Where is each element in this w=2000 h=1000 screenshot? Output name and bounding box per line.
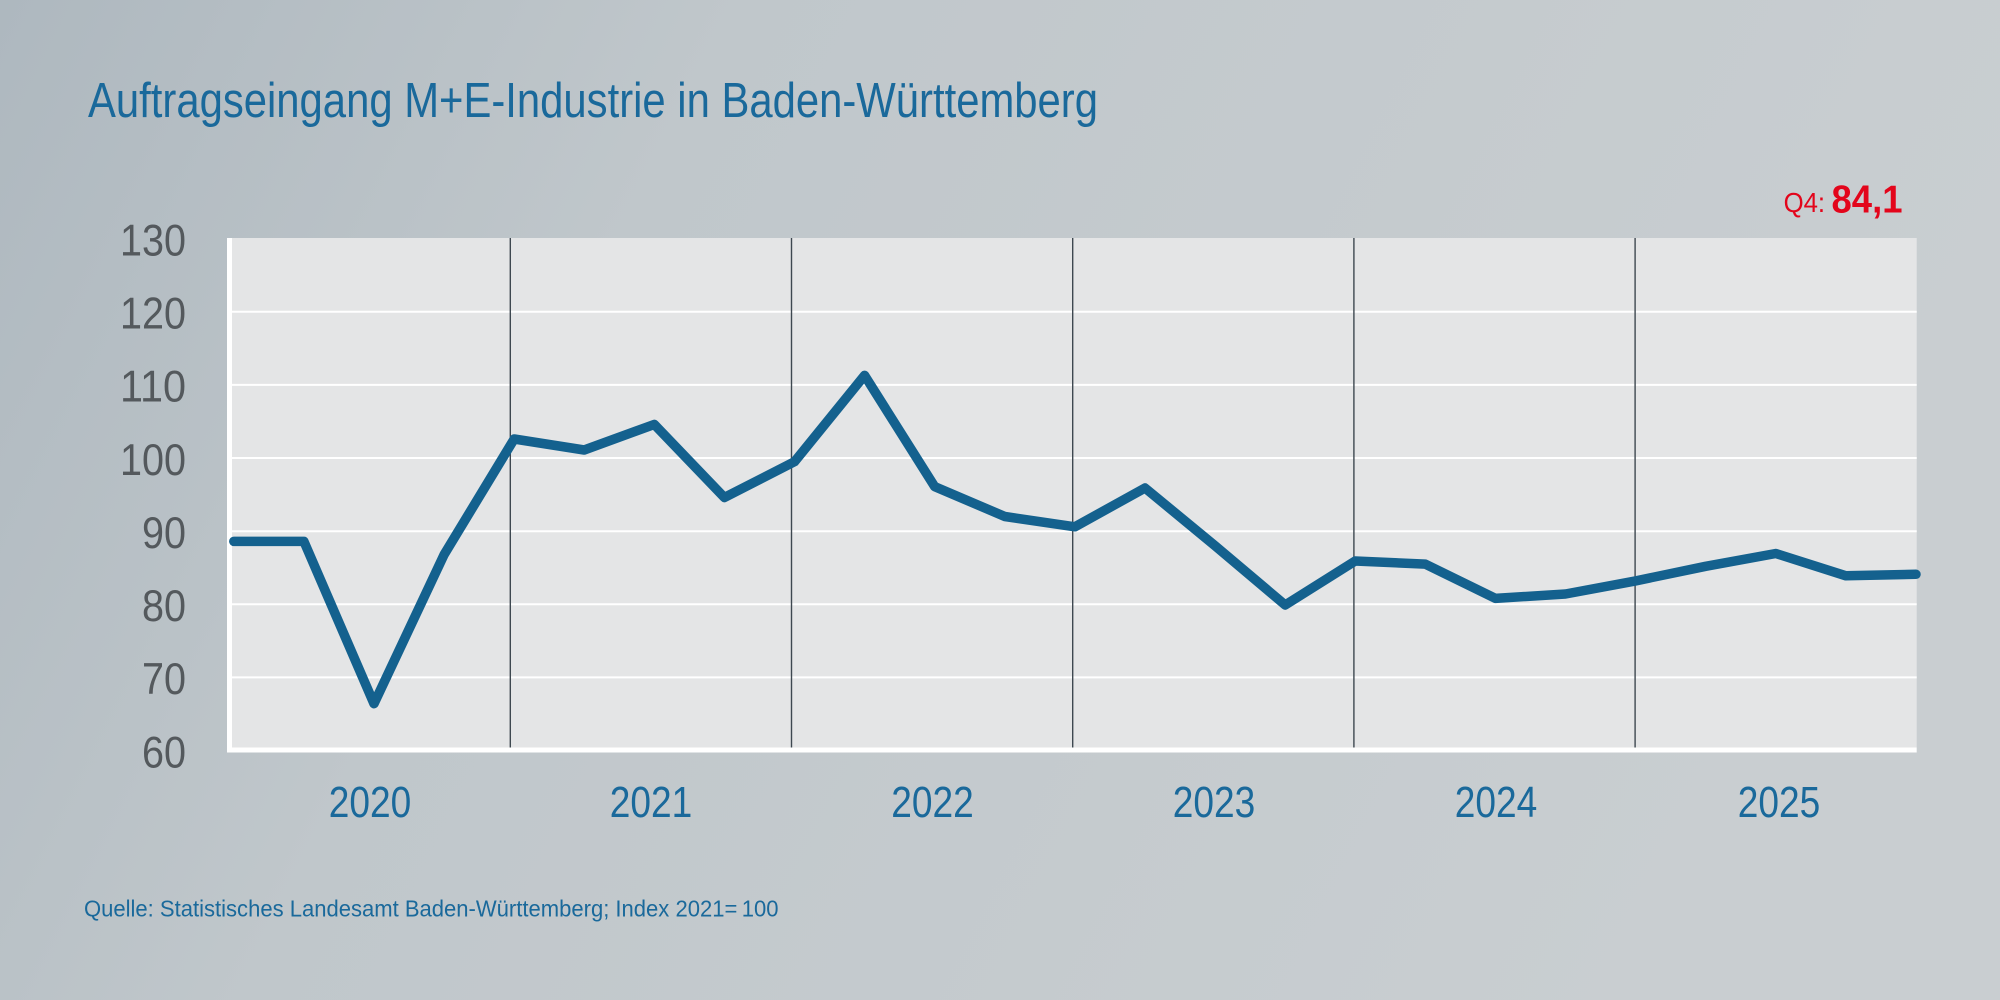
svg-text:2021: 2021 [610, 778, 693, 827]
svg-text:2020: 2020 [329, 778, 412, 827]
svg-text:100: 100 [120, 436, 186, 485]
svg-text:Quelle: Statistisches Landesam: Quelle: Statistisches Landesamt Baden-Wü… [84, 896, 779, 922]
svg-text:80: 80 [142, 582, 186, 631]
svg-text:60: 60 [142, 728, 186, 777]
svg-text:110: 110 [120, 363, 186, 412]
svg-text:120: 120 [120, 290, 186, 339]
svg-text:90: 90 [142, 509, 186, 558]
svg-text:84,1: 84,1 [1832, 179, 1903, 222]
svg-text:Q4:: Q4: [1784, 187, 1826, 218]
svg-text:130: 130 [120, 217, 186, 266]
svg-text:70: 70 [142, 655, 186, 704]
svg-text:2023: 2023 [1173, 778, 1256, 827]
svg-text:Auftragseingang M+E-Industrie: Auftragseingang M+E-Industrie in Baden-W… [88, 74, 1098, 128]
svg-text:2025: 2025 [1738, 778, 1821, 827]
svg-text:2024: 2024 [1455, 778, 1538, 827]
svg-text:2022: 2022 [891, 778, 974, 827]
